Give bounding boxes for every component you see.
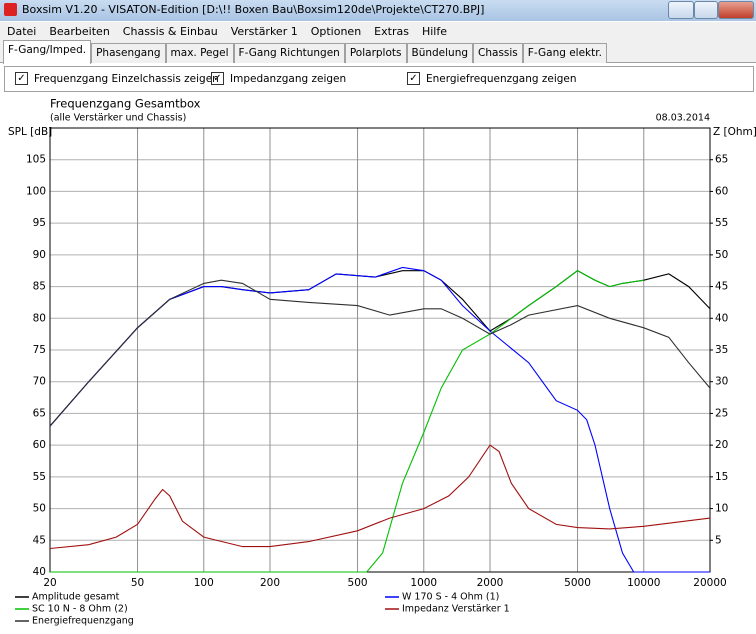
menu-bar: Datei Bearbeiten Chassis & Einbau Verstärke… [0,22,756,40]
tab[interactable]: F-Gang Richtungen [233,43,345,63]
options-panel: ✓ Frequenzgang Einzelchassis zeigen ✓ Imped… [4,66,754,92]
tab[interactable]: Chassis [473,43,523,63]
title-bar: Boxsim V1.20 - VISATON-Edition [D:\!! Bo… [0,0,756,21]
checkbox[interactable]: ✓ Impedanzgang zeigen [211,72,346,85]
y-tick-label: 55 [33,471,46,483]
tab[interactable]: F-Gang/Imped. [3,40,92,64]
x-tick-label: 100 [194,577,214,589]
x-tick-label: 20 [43,577,56,589]
y2-tick-label: 55 [715,217,728,229]
checkbox-box[interactable]: ✓ [15,72,28,85]
y-tick-label: 60 [33,439,46,451]
y-tick-label: 100 [26,185,46,197]
minimize-button[interactable] [668,1,694,19]
y2-tick-label: 35 [715,344,728,356]
chart: Frequenzgang Gesamtbox (alle Verstärker u… [8,97,756,627]
x-tick-label: 1000 [410,577,437,589]
y2-tick-label: 30 [715,376,728,388]
y2-tick-label: 5 [715,534,722,546]
window-title: Boxsim V1.20 - VISATON-Edition [D:\!! Bo… [22,3,485,16]
checkbox-label: Energiefrequenzgang zeigen [426,72,577,85]
x-tick-label: 500 [348,577,368,589]
series-line [50,270,644,573]
y-tick-label: 85 [33,281,46,293]
y2-tick-label: 65 [715,154,728,166]
menu-item[interactable]: Verstärker 1 [230,25,298,38]
checkbox-box[interactable]: ✓ [211,72,224,85]
series-line [49,270,711,427]
y-tick-label: 40 [33,566,46,578]
x-tick-label: 2000 [477,577,504,589]
x-tick-label: 50 [131,577,144,589]
maximize-button[interactable] [694,1,718,19]
y-tick-label: 95 [33,217,46,229]
x-tick-label: 20000 [693,577,726,589]
close-button[interactable] [718,1,754,19]
y2-tick-label: 60 [715,185,728,197]
tab[interactable]: F-Gang elektr. [522,43,607,63]
series-line [49,266,710,573]
app-icon [4,3,17,16]
series-line [49,279,711,427]
tab-bar: F-Gang/Imped. Phasengang max. Pegel F-Gang … [0,40,756,64]
menu-item[interactable]: Optionen [310,25,362,38]
y-tick-label: 45 [33,534,46,546]
y2-tick-label: 20 [715,439,728,451]
tab[interactable]: max. Pegel [165,43,234,63]
plot-border [49,127,711,573]
y-tick-label: 105 [26,154,46,166]
series-line [49,444,711,550]
menu-item[interactable]: Datei [7,25,37,38]
checkbox-label: Frequenzgang Einzelchassis zeigen [34,72,219,85]
y-tick-label: 70 [33,376,46,388]
menu-item[interactable]: Hilfe [421,25,447,38]
menu-item[interactable]: Chassis & Einbau [122,25,218,38]
y2-tick-label: 25 [715,407,728,419]
menu-item[interactable]: Bearbeiten [49,25,110,38]
chart-subtitle: (alle Verstärker und Chassis) [50,113,186,124]
y2-axis-label: Z [Ohm] [713,126,756,138]
x-tick-label: 10000 [627,577,660,589]
checkbox-label: Impedanzgang zeigen [230,72,347,85]
checkbox[interactable]: ✓ Frequenzgang Einzelchassis zeigen [15,72,219,85]
legend-label: Impedanz Verstärker 1 [402,604,510,615]
y-tick-label: 75 [33,344,46,356]
chart-title: Frequenzgang Gesamtbox [50,97,201,111]
y2-tick-label: 45 [715,281,728,293]
tab[interactable]: Phasengang [91,43,166,63]
chart-date: 08.03.2014 [656,113,710,124]
checkbox[interactable]: ✓ Energiefrequenzgang zeigen [407,72,577,85]
x-tick-label: 200 [260,577,280,589]
legend-label: W 170 S - 4 Ohm (1) [402,592,499,603]
menu-item[interactable]: Extras [374,25,409,38]
x-tick-label: 5000 [564,577,591,589]
y2-tick-label: 15 [715,471,728,483]
legend-label: SC 10 N - 8 Ohm (2) [32,604,128,615]
y-tick-label: 50 [33,503,46,515]
checkbox-box[interactable]: ✓ [407,72,420,85]
y2-tick-label: 40 [715,312,728,324]
y-tick-label: 80 [33,312,46,324]
tab[interactable]: Polarplots [344,43,407,63]
y-tick-label: 90 [33,249,46,261]
y2-tick-label: 10 [715,503,728,515]
y2-tick-label: 50 [715,249,728,261]
y-axis-label: SPL [dB] [8,126,52,138]
legend-label: Amplitude gesamt [32,592,120,603]
y-tick-label: 65 [33,407,46,419]
tab[interactable]: Bündelung [406,43,474,63]
legend-label: Energiefrequenzgang [32,616,134,627]
